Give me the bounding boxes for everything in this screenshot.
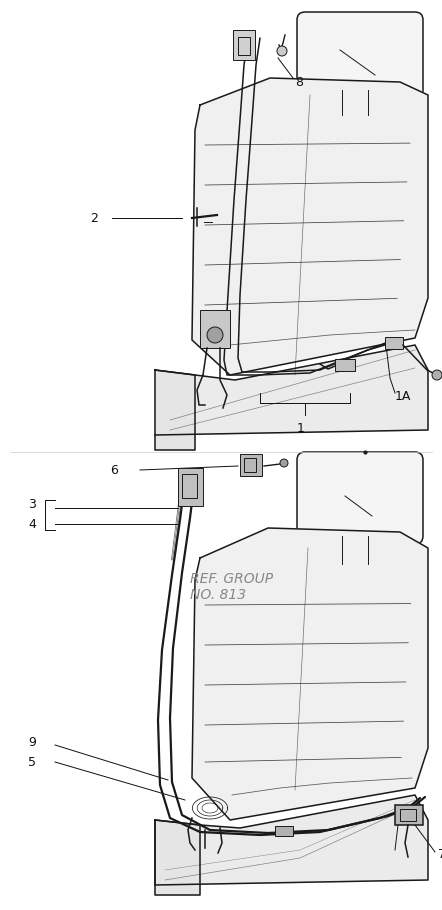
Bar: [395, 805, 423, 825]
Text: 8: 8: [295, 76, 303, 88]
Text: 9: 9: [28, 735, 36, 749]
Bar: [275, 826, 293, 836]
Bar: [335, 359, 355, 371]
Polygon shape: [192, 78, 428, 375]
Bar: [238, 37, 250, 55]
Bar: [244, 458, 256, 472]
Polygon shape: [192, 528, 428, 820]
Text: 7: 7: [438, 848, 442, 862]
Bar: [400, 809, 416, 821]
Text: 2: 2: [90, 211, 98, 225]
Polygon shape: [155, 795, 428, 885]
Text: 1: 1: [297, 422, 305, 435]
Text: 3: 3: [28, 499, 36, 511]
Text: 5: 5: [28, 755, 36, 769]
FancyBboxPatch shape: [297, 452, 423, 544]
Polygon shape: [155, 820, 200, 895]
Text: 4: 4: [28, 519, 36, 531]
Polygon shape: [155, 345, 428, 435]
Circle shape: [432, 370, 442, 380]
Bar: [200, 310, 230, 348]
Circle shape: [207, 327, 223, 343]
Text: 1A: 1A: [395, 389, 412, 402]
Bar: [385, 337, 403, 349]
Bar: [240, 454, 262, 476]
Bar: [233, 30, 255, 60]
Polygon shape: [155, 370, 195, 450]
FancyBboxPatch shape: [297, 12, 423, 98]
Text: 6: 6: [110, 463, 118, 477]
Circle shape: [277, 46, 287, 56]
Text: REF. GROUP
NO. 813: REF. GROUP NO. 813: [190, 572, 273, 602]
Circle shape: [280, 459, 288, 467]
Bar: [182, 474, 197, 498]
Bar: [178, 468, 203, 506]
